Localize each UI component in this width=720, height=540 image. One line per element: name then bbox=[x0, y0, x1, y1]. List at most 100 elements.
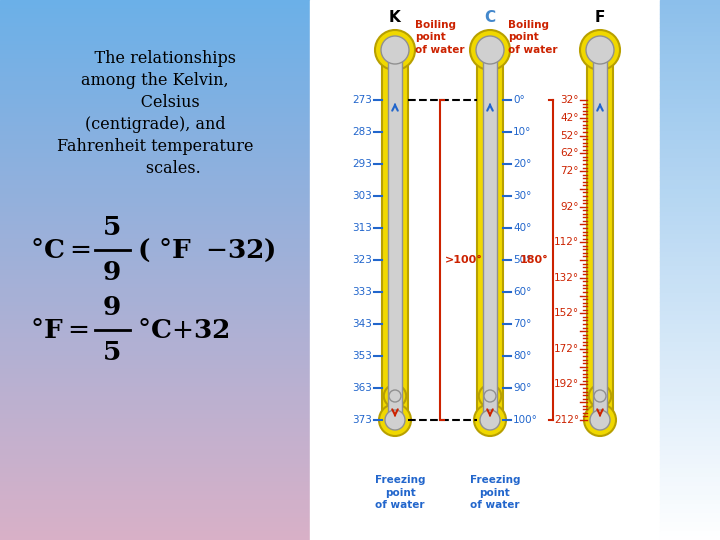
Bar bbox=[0, 500, 310, 504]
Bar bbox=[660, 428, 720, 432]
Bar bbox=[660, 193, 720, 198]
Bar bbox=[660, 409, 720, 414]
Text: 152°: 152° bbox=[554, 308, 579, 319]
Bar bbox=[0, 234, 310, 239]
Bar bbox=[0, 401, 310, 405]
Bar bbox=[660, 50, 720, 54]
Circle shape bbox=[590, 410, 610, 430]
Bar bbox=[593, 50, 607, 420]
Bar bbox=[0, 522, 310, 526]
Bar bbox=[0, 266, 310, 270]
Bar bbox=[660, 90, 720, 94]
Bar bbox=[660, 256, 720, 261]
Bar bbox=[660, 500, 720, 504]
Text: 80°: 80° bbox=[513, 351, 531, 361]
Bar bbox=[660, 288, 720, 293]
Bar bbox=[0, 387, 310, 392]
Bar bbox=[660, 171, 720, 176]
Text: Boiling
point
of water: Boiling point of water bbox=[508, 20, 557, 55]
Circle shape bbox=[586, 36, 614, 64]
Bar bbox=[660, 212, 720, 216]
Bar bbox=[0, 126, 310, 131]
Text: 5: 5 bbox=[103, 340, 121, 365]
Bar bbox=[0, 536, 310, 540]
Bar bbox=[660, 117, 720, 122]
Bar bbox=[0, 162, 310, 166]
Text: 5: 5 bbox=[103, 215, 121, 240]
Bar bbox=[660, 144, 720, 148]
Bar bbox=[660, 85, 720, 90]
Bar bbox=[388, 50, 402, 420]
Bar bbox=[0, 347, 310, 351]
Bar bbox=[660, 158, 720, 162]
Bar bbox=[0, 328, 310, 333]
Bar bbox=[0, 477, 310, 482]
Text: Freezing
point
of water: Freezing point of water bbox=[469, 475, 521, 510]
Bar bbox=[0, 517, 310, 522]
Bar bbox=[660, 522, 720, 526]
Bar bbox=[0, 31, 310, 36]
Text: 172°: 172° bbox=[554, 344, 579, 354]
Text: $-$32): $-$32) bbox=[205, 237, 276, 264]
Bar bbox=[660, 387, 720, 392]
Bar bbox=[0, 423, 310, 428]
Bar bbox=[0, 486, 310, 490]
Bar bbox=[660, 239, 720, 243]
Bar bbox=[0, 207, 310, 212]
Bar bbox=[0, 104, 310, 108]
Bar bbox=[0, 459, 310, 463]
Bar bbox=[0, 4, 310, 9]
Bar bbox=[660, 81, 720, 85]
Bar bbox=[660, 9, 720, 14]
Bar bbox=[0, 230, 310, 234]
Bar bbox=[0, 531, 310, 536]
Bar bbox=[0, 139, 310, 144]
Bar bbox=[0, 418, 310, 423]
Bar bbox=[0, 50, 310, 54]
Bar bbox=[382, 50, 408, 420]
Bar bbox=[0, 355, 310, 360]
Bar bbox=[0, 513, 310, 517]
Bar bbox=[660, 220, 720, 225]
Bar bbox=[660, 509, 720, 513]
Bar bbox=[660, 351, 720, 355]
Bar bbox=[0, 135, 310, 139]
Bar bbox=[660, 27, 720, 31]
Text: 72°: 72° bbox=[560, 166, 579, 176]
Bar bbox=[660, 526, 720, 531]
Bar bbox=[660, 342, 720, 347]
Bar bbox=[0, 446, 310, 450]
Bar bbox=[0, 338, 310, 342]
Text: 373: 373 bbox=[352, 415, 372, 425]
Bar bbox=[0, 284, 310, 288]
Bar bbox=[0, 117, 310, 122]
Bar bbox=[0, 526, 310, 531]
Text: $\degree$C$=$: $\degree$C$=$ bbox=[30, 238, 91, 262]
Bar bbox=[0, 58, 310, 63]
Bar bbox=[0, 455, 310, 459]
Bar bbox=[660, 328, 720, 333]
Circle shape bbox=[594, 390, 606, 402]
Bar bbox=[660, 504, 720, 509]
Bar bbox=[0, 90, 310, 94]
Circle shape bbox=[474, 404, 506, 436]
Bar bbox=[0, 378, 310, 382]
Bar bbox=[660, 148, 720, 153]
Circle shape bbox=[385, 410, 405, 430]
Bar bbox=[0, 176, 310, 180]
Bar bbox=[660, 423, 720, 428]
Bar bbox=[0, 239, 310, 243]
Bar bbox=[660, 153, 720, 158]
Bar bbox=[660, 185, 720, 189]
Bar bbox=[660, 162, 720, 166]
Circle shape bbox=[584, 404, 616, 436]
Bar bbox=[660, 347, 720, 351]
Circle shape bbox=[470, 30, 510, 70]
Bar bbox=[0, 131, 310, 135]
Bar bbox=[0, 166, 310, 171]
Bar bbox=[0, 99, 310, 104]
Bar bbox=[483, 50, 497, 420]
Bar bbox=[0, 180, 310, 185]
Bar bbox=[0, 45, 310, 50]
Bar bbox=[0, 9, 310, 14]
